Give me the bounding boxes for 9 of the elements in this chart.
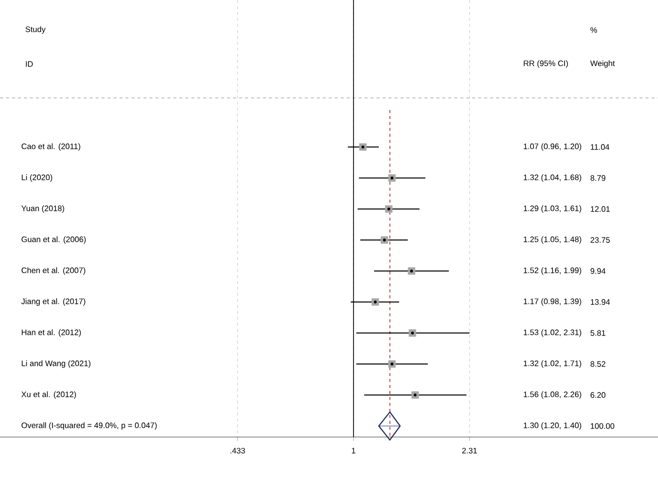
- point: [408, 267, 416, 275]
- point: [411, 391, 419, 399]
- point: [388, 174, 396, 182]
- point: [372, 298, 379, 306]
- point: [385, 205, 392, 213]
- point: [408, 329, 416, 337]
- point: [388, 360, 396, 368]
- point: [378, 411, 401, 441]
- point: [380, 236, 388, 244]
